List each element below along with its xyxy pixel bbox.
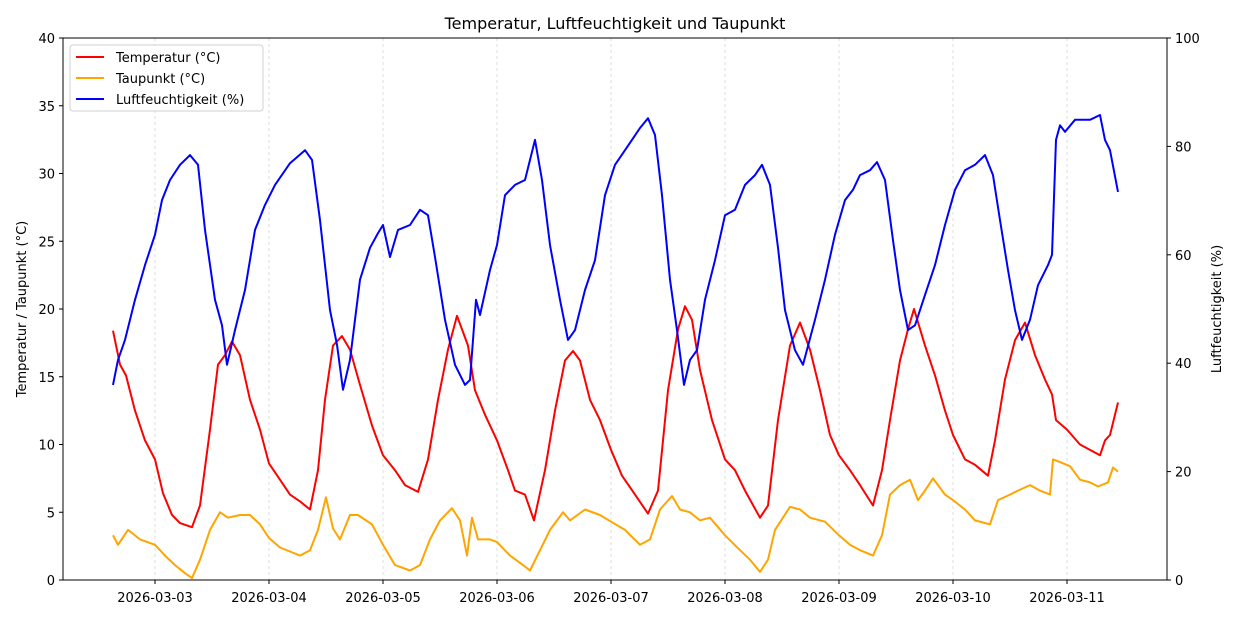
y-left-tick-label: 0: [47, 574, 55, 589]
y-left-tick-label: 10: [38, 439, 55, 454]
y-left-tick-label: 20: [38, 303, 55, 318]
y-left-tick-label: 30: [38, 168, 55, 183]
y-left-tick-label: 15: [38, 371, 55, 386]
y-right-tick-label: 80: [1175, 140, 1192, 155]
y-left-tick-label: 5: [47, 506, 55, 521]
x-tick-label: 2026-03-08: [687, 591, 763, 606]
y-axis-right: 0 20 40 60 80 100: [1167, 32, 1200, 589]
x-tick-label: 2026-03-04: [231, 591, 307, 606]
legend-label: Taupunkt (°C): [115, 72, 205, 87]
chart-title: Temperatur, Luftfeuchtigkeit und Taupunk…: [444, 14, 786, 33]
legend-box: [69, 44, 264, 112]
y-left-tick-label: 25: [38, 235, 55, 250]
x-tick-label: 2026-03-09: [801, 591, 877, 606]
y-right-tick-label: 100: [1175, 32, 1200, 47]
x-tick-label: 2026-03-07: [573, 591, 649, 606]
series-line-temperatur: [112, 305, 1119, 529]
x-tick-label: 2026-03-05: [345, 591, 421, 606]
y-left-tick-label: 35: [38, 100, 55, 115]
x-tick-label: 2026-03-03: [117, 591, 193, 606]
x-axis: 2026-03-03 2026-03-04 2026-03-05 2026-03-06…: [117, 580, 1105, 606]
x-tick-label: 2026-03-11: [1029, 591, 1105, 606]
y-right-tick-label: 0: [1175, 574, 1183, 589]
y-axis-left-label: Temperatur / Taupunkt (°C): [15, 221, 30, 398]
y-right-tick-label: 40: [1175, 357, 1192, 372]
y-left-tick-label: 40: [38, 32, 55, 47]
series-line-luftfeuchtigkeit: [112, 114, 1119, 391]
series-line-taupunkt: [112, 458, 1119, 579]
y-right-tick-label: 60: [1175, 249, 1192, 264]
x-tick-label: 2026-03-10: [915, 591, 991, 606]
y-axis-left: 0 5 10 15 20 25 30 35 40: [38, 32, 63, 589]
series-lines: [112, 114, 1119, 579]
legend: Temperatur (°C) Taupunkt (°C) Luftfeuchtig…: [69, 44, 264, 112]
grid: [154, 38, 1068, 580]
y-right-tick-label: 20: [1175, 466, 1192, 481]
legend-label: Luftfeuchtigkeit (%): [116, 93, 244, 108]
legend-label: Temperatur (°C): [115, 51, 221, 66]
y-axis-right-label: Luftfeuchtigkeit (%): [1210, 245, 1225, 373]
x-tick-label: 2026-03-06: [459, 591, 535, 606]
